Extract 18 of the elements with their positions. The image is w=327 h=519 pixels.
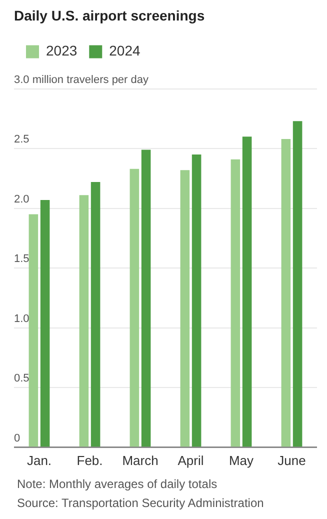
x-tick-label: Feb. bbox=[76, 452, 103, 468]
y-tick-label: 2.5 bbox=[14, 134, 30, 146]
chart-title: Daily U.S. airport screenings bbox=[14, 7, 205, 24]
text: Note: Monthly averages of daily totals bbox=[17, 476, 218, 493]
y-tick-label: 1.5 bbox=[14, 253, 30, 266]
x-tick-label: Jan. bbox=[26, 452, 52, 468]
x-tick-label: April bbox=[178, 452, 204, 468]
x-tick-label: May bbox=[228, 452, 254, 468]
x-tick-label: June bbox=[278, 452, 306, 468]
y-tick-label: 0 bbox=[14, 432, 20, 444]
x-tick-label: March bbox=[122, 452, 158, 468]
legend-label: 2023 bbox=[46, 42, 78, 59]
y-tick-label: 1.0 bbox=[14, 312, 30, 325]
source-note: Source: Transportation Security Administration bbox=[17, 495, 265, 512]
legend-label: 2024 bbox=[109, 42, 141, 59]
y-tick-label: 0.5 bbox=[14, 372, 30, 385]
y-tick-label: 3.0 million travelers per day bbox=[14, 74, 150, 86]
y-tick-label: 2.0 bbox=[14, 193, 30, 206]
